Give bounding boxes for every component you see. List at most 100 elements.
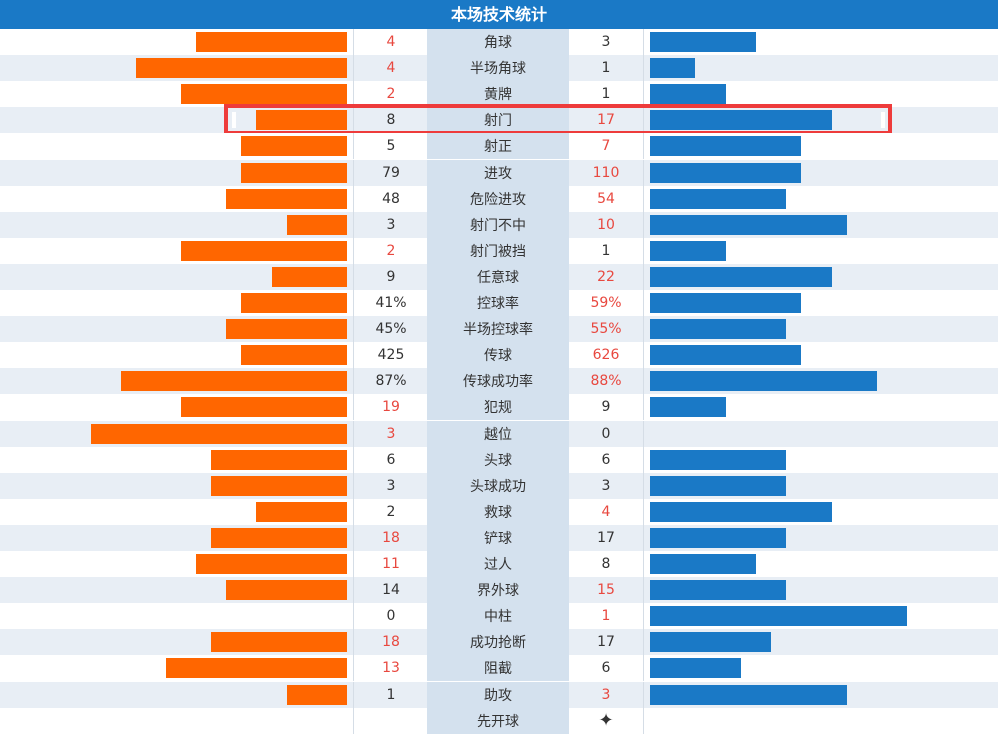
home-value: 8 — [353, 107, 428, 134]
away-value: 7 — [569, 133, 644, 160]
away-bar — [650, 32, 756, 52]
stat-name: 救球 — [427, 498, 569, 525]
stat-name: 危险进攻 — [427, 185, 569, 212]
home-bar — [226, 319, 347, 340]
range-marker — [232, 112, 236, 129]
stat-name: 射门不中 — [427, 211, 569, 238]
home-value: 425 — [353, 342, 428, 369]
stat-row: 18 成功抢断 17 — [0, 629, 998, 656]
home-bar — [181, 397, 347, 418]
stat-row: 11 过人 8 — [0, 551, 998, 578]
home-bar — [241, 293, 347, 313]
home-value: 3 — [353, 420, 428, 447]
stat-name: 界外球 — [427, 577, 569, 604]
away-bar — [650, 554, 756, 574]
stat-name: 传球成功率 — [427, 368, 569, 395]
stat-row: 8 射门 17 — [0, 104, 998, 136]
home-bar — [241, 345, 347, 366]
home-bar — [241, 162, 347, 183]
stat-row: 425 传球 626 — [0, 342, 998, 369]
away-value: 10 — [569, 211, 644, 238]
home-bar — [226, 580, 347, 601]
stat-row: 13 阻截 6 — [0, 655, 998, 682]
home-value: 87% — [353, 368, 428, 395]
away-bar — [650, 214, 847, 235]
stat-row: 2 黄牌 1 — [0, 81, 998, 108]
home-bar — [181, 240, 347, 261]
stat-row: 0 中柱 1 — [0, 603, 998, 630]
away-bar — [650, 266, 832, 287]
away-bar — [650, 684, 847, 705]
home-kickoff — [353, 707, 428, 734]
away-value: 1 — [569, 237, 644, 264]
home-value: 2 — [353, 237, 428, 264]
stat-name: 助攻 — [427, 681, 569, 708]
home-value: 2 — [353, 498, 428, 525]
home-value: 14 — [353, 577, 428, 604]
away-value: 8 — [569, 551, 644, 578]
stat-name: 射门被挡 — [427, 237, 569, 264]
home-value: 1 — [353, 681, 428, 708]
stat-name: 中柱 — [427, 603, 569, 630]
away-value: 1 — [569, 81, 644, 108]
away-value: 3 — [569, 29, 644, 56]
stat-row: 18 铲球 17 — [0, 524, 998, 551]
home-value: 11 — [353, 551, 428, 578]
kickoff-row: 先开球 ✦ — [0, 707, 998, 734]
stat-row: 3 射门不中 10 — [0, 211, 998, 238]
home-value: 45% — [353, 316, 428, 343]
stat-row: 2 救球 4 — [0, 498, 998, 525]
away-value: 6 — [569, 655, 644, 682]
away-bar — [650, 84, 726, 105]
away-bar — [650, 240, 726, 261]
home-bar — [256, 110, 347, 131]
home-bar — [196, 32, 347, 52]
home-bar — [181, 84, 347, 105]
away-bar — [650, 527, 787, 548]
home-value: 48 — [353, 185, 428, 212]
home-bar — [211, 632, 347, 653]
away-bar — [650, 606, 908, 627]
home-bar — [135, 58, 347, 79]
away-bar — [650, 580, 787, 601]
away-value: 6 — [569, 446, 644, 473]
away-value: 0 — [569, 420, 644, 447]
stat-name: 角球 — [427, 29, 569, 56]
away-bar — [650, 501, 832, 522]
away-value: 54 — [569, 185, 644, 212]
stat-row: 6 头球 6 — [0, 446, 998, 473]
stat-row: 3 越位 0 — [0, 420, 998, 447]
home-value: 19 — [353, 394, 428, 421]
stat-name: 头球成功 — [427, 472, 569, 499]
stat-name: 成功抢断 — [427, 629, 569, 656]
stat-name: 半场角球 — [427, 55, 569, 82]
stat-name: 阻截 — [427, 655, 569, 682]
away-bar — [650, 319, 787, 340]
home-value: 79 — [353, 159, 428, 186]
stat-row: 45% 半场控球率 55% — [0, 316, 998, 343]
stat-name: 控球率 — [427, 290, 569, 317]
away-kickoff: ✦ — [569, 707, 644, 734]
stat-row: 4 半场角球 1 — [0, 55, 998, 82]
home-bar — [286, 684, 347, 705]
stat-name: 头球 — [427, 446, 569, 473]
away-value: 3 — [569, 472, 644, 499]
stat-name: 射正 — [427, 133, 569, 160]
away-value: 59% — [569, 290, 644, 317]
away-value: 110 — [569, 159, 644, 186]
home-value: 4 — [353, 55, 428, 82]
stat-row: 4 角球 3 — [0, 29, 998, 56]
stat-row: 3 头球成功 3 — [0, 472, 998, 499]
home-value: 3 — [353, 472, 428, 499]
away-value: 15 — [569, 577, 644, 604]
home-value: 5 — [353, 133, 428, 160]
away-value: 17 — [569, 629, 644, 656]
home-value: 41% — [353, 290, 428, 317]
stat-row: 19 犯规 9 — [0, 394, 998, 421]
home-value: 13 — [353, 655, 428, 682]
stat-name: 犯规 — [427, 394, 569, 421]
home-bar — [226, 188, 347, 209]
away-bar — [650, 188, 787, 209]
away-value: 4 — [569, 498, 644, 525]
home-value: 18 — [353, 524, 428, 551]
